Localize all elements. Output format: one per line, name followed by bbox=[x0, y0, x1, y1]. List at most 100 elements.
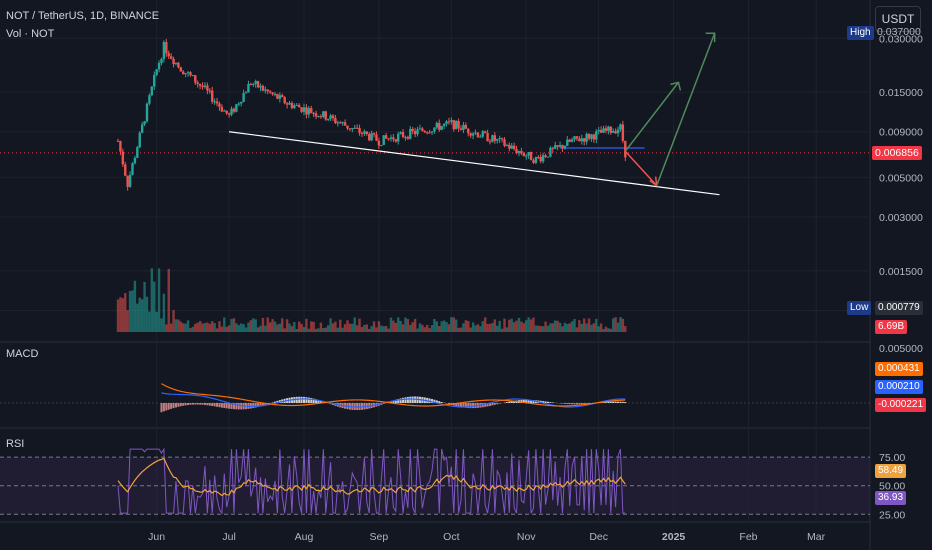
macd-histogram-bar bbox=[300, 396, 303, 403]
candle-body bbox=[397, 133, 400, 142]
volume-bar bbox=[157, 268, 161, 332]
candle-body bbox=[554, 145, 557, 149]
volume-bar bbox=[457, 327, 460, 332]
time-tick-label: Sep bbox=[370, 531, 389, 543]
candle-body bbox=[467, 128, 470, 134]
volume-bar bbox=[336, 327, 340, 332]
volume-bar bbox=[227, 325, 231, 332]
candle-body bbox=[614, 131, 617, 134]
macd-histogram-bar bbox=[218, 403, 221, 408]
volume-bar bbox=[341, 327, 344, 332]
macd-histogram-bar bbox=[583, 403, 586, 405]
candle-body bbox=[404, 136, 407, 138]
macd-histogram-bar bbox=[428, 398, 431, 403]
volume-bar bbox=[510, 318, 513, 332]
candle-body bbox=[297, 104, 301, 108]
macd-histogram-bar bbox=[211, 403, 214, 406]
volume-bar bbox=[512, 322, 516, 332]
candle-body bbox=[218, 103, 221, 107]
candle-body bbox=[534, 157, 538, 163]
volume-bar bbox=[150, 268, 154, 332]
volume-bar bbox=[319, 322, 323, 332]
macd-histogram-bar bbox=[617, 401, 620, 403]
candle-body bbox=[529, 152, 533, 161]
candle-body bbox=[525, 155, 528, 157]
macd-histogram-bar bbox=[527, 399, 530, 403]
candle-body bbox=[140, 124, 144, 133]
macd-histogram-bar bbox=[435, 400, 438, 403]
volume-bar bbox=[590, 324, 593, 332]
candle-body bbox=[587, 133, 591, 139]
candle-body bbox=[215, 101, 219, 104]
currency-button[interactable]: USDT bbox=[875, 6, 921, 32]
candles-group bbox=[116, 38, 627, 191]
candle-body bbox=[428, 132, 431, 134]
macd-histogram-bar bbox=[278, 400, 281, 403]
macd-histogram-bar bbox=[457, 403, 460, 407]
volume-bar bbox=[326, 325, 330, 332]
volume-bar bbox=[556, 320, 559, 332]
macd-histogram-bar bbox=[274, 401, 277, 403]
volume-bar bbox=[290, 326, 294, 332]
macd-histogram-bar bbox=[411, 396, 414, 403]
rsi-group bbox=[0, 447, 870, 515]
volume-bar bbox=[184, 323, 187, 332]
candle-body bbox=[575, 136, 579, 139]
candle-body bbox=[416, 129, 419, 135]
macd-histogram-bar bbox=[491, 403, 494, 406]
volume-bar bbox=[167, 268, 170, 332]
candle-body bbox=[136, 147, 139, 158]
macd-histogram-bar bbox=[551, 402, 554, 403]
macd-histogram-bar bbox=[397, 399, 400, 403]
time-tick-label: Mar bbox=[807, 531, 826, 543]
candle-body bbox=[438, 122, 441, 130]
macd-histogram-bar bbox=[447, 403, 450, 405]
candle-body bbox=[124, 164, 127, 176]
candle-body bbox=[413, 130, 417, 135]
candle-body bbox=[249, 84, 253, 86]
candle-body bbox=[471, 133, 475, 136]
volume-bar bbox=[358, 318, 361, 332]
rsi-title: RSI bbox=[6, 438, 25, 450]
candle-body bbox=[454, 121, 458, 130]
volume-bar bbox=[121, 298, 125, 332]
macd-histogram-bar bbox=[460, 403, 463, 408]
candle-body bbox=[162, 42, 166, 59]
volume-bar bbox=[143, 282, 146, 332]
candle-body bbox=[247, 84, 250, 93]
volume-bar bbox=[343, 324, 347, 332]
volume-bar bbox=[595, 318, 598, 332]
candle-body bbox=[225, 110, 228, 114]
volume-bar bbox=[186, 320, 190, 332]
volume-bar bbox=[126, 310, 129, 332]
candle-body bbox=[177, 62, 180, 68]
macd-histogram-bar bbox=[392, 400, 395, 403]
candle-body bbox=[384, 135, 388, 139]
candle-body bbox=[512, 145, 516, 149]
volume-bar bbox=[464, 320, 468, 332]
volume-bar bbox=[392, 320, 395, 332]
macd-histogram-bar bbox=[440, 401, 443, 403]
time-tick-label: Jul bbox=[222, 531, 235, 543]
volume-bar bbox=[375, 327, 378, 332]
volume-bar bbox=[609, 328, 612, 332]
candle-body bbox=[450, 120, 453, 122]
macd-histogram-bar bbox=[220, 403, 223, 408]
candle-body bbox=[358, 128, 361, 133]
volume-bar bbox=[191, 326, 195, 332]
volume-bar bbox=[247, 322, 250, 332]
candle-body bbox=[515, 148, 518, 154]
macd-histogram-bar bbox=[235, 403, 238, 410]
volume-bar bbox=[307, 328, 311, 332]
candle-body bbox=[266, 89, 269, 92]
macd-histogram-bar bbox=[578, 403, 581, 405]
volume-bar bbox=[196, 322, 199, 332]
volume-bar bbox=[503, 318, 506, 332]
volume-bar bbox=[522, 323, 526, 332]
macd-histogram-bar bbox=[588, 403, 591, 404]
candle-body bbox=[464, 124, 468, 129]
candle-body bbox=[549, 147, 552, 157]
volume-bar bbox=[488, 323, 492, 332]
macd-histogram-bar bbox=[189, 403, 192, 405]
